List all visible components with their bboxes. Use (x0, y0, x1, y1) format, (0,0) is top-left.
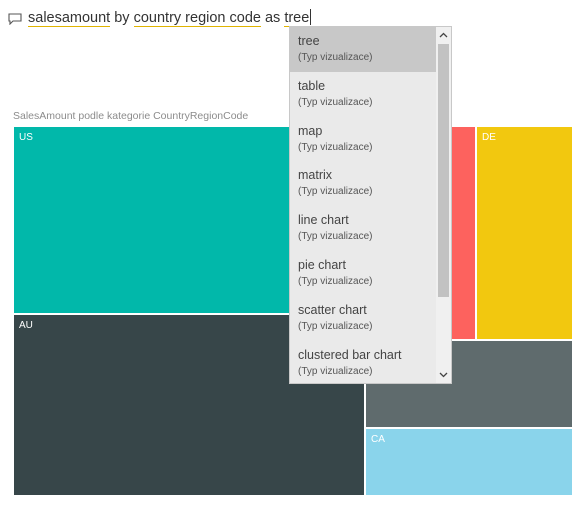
suggestion-list: tree (Typ vizualizace) table (Typ vizualiza… (290, 27, 436, 383)
suggestion-item[interactable]: scatter chart (Typ vizualizace) (290, 296, 436, 341)
suggestion-type: (Typ vizualizace) (298, 141, 373, 153)
dropdown-scrollbar[interactable] (436, 27, 451, 383)
suggestion-item[interactable]: pie chart (Typ vizualizace) (290, 251, 436, 296)
query-keyword: country region code (133, 9, 261, 27)
suggestion-type: (Typ vizualizace) (298, 320, 373, 332)
qa-query-text[interactable]: salesamount by country region code as tr… (28, 8, 312, 27)
chart-title: SalesAmount podle kategorie CountryRegio… (13, 110, 249, 122)
suggestion-label: pie chart (298, 257, 346, 272)
suggestion-type: (Typ vizualizace) (298, 231, 373, 243)
tile-label-us: US (19, 132, 33, 143)
speech-bubble-icon (8, 12, 22, 25)
suggestion-item[interactable]: matrix (Typ vizualizace) (290, 161, 436, 206)
suggestion-label: map (298, 123, 323, 138)
text-cursor (310, 8, 312, 25)
suggestion-item[interactable]: line chart (Typ vizualizace) (290, 206, 436, 251)
treemap-tile-de[interactable]: DE (476, 126, 573, 340)
suggestion-label: table (298, 78, 326, 93)
query-keyword: tree (284, 9, 310, 27)
treemap-tile-gb[interactable] (365, 340, 573, 428)
suggestion-type: (Typ vizualizace) (298, 275, 373, 287)
suggestion-label: scatter chart (298, 302, 367, 317)
suggestion-label: matrix (298, 168, 333, 183)
suggestion-item[interactable]: table (Typ vizualizace) (290, 72, 436, 117)
qa-question-box[interactable]: salesamount by country region code as tr… (8, 6, 312, 28)
suggestion-label: clustered bar chart (298, 347, 402, 362)
suggestion-item[interactable]: tree (Typ vizualizace) (290, 27, 436, 72)
suggestion-type: (Typ vizualizace) (298, 96, 373, 108)
suggestion-label: line chart (298, 213, 349, 228)
suggestion-dropdown: tree (Typ vizualizace) table (Typ vizualiza… (289, 26, 452, 384)
suggestion-type: (Typ vizualizace) (298, 365, 373, 377)
tile-label-ca: CA (371, 434, 385, 445)
suggestion-type: (Typ vizualizace) (298, 186, 373, 198)
query-word: as (260, 9, 285, 26)
chevron-up-icon[interactable] (436, 28, 451, 42)
tile-label-de: DE (482, 132, 496, 143)
query-word: by (110, 9, 134, 26)
treemap-tile-ca[interactable]: CA (365, 428, 573, 496)
suggestion-label: tree (298, 34, 320, 48)
query-keyword: salesamount (28, 9, 111, 27)
tile-label-au: AU (19, 320, 33, 331)
scrollbar-thumb[interactable] (438, 44, 449, 297)
suggestion-type: (Typ vizualizace) (298, 52, 373, 63)
suggestion-item[interactable]: clustered bar chart (Typ vizualizace) (290, 341, 436, 383)
chevron-down-icon[interactable] (436, 368, 451, 382)
suggestion-item[interactable]: map (Typ vizualizace) (290, 117, 436, 162)
